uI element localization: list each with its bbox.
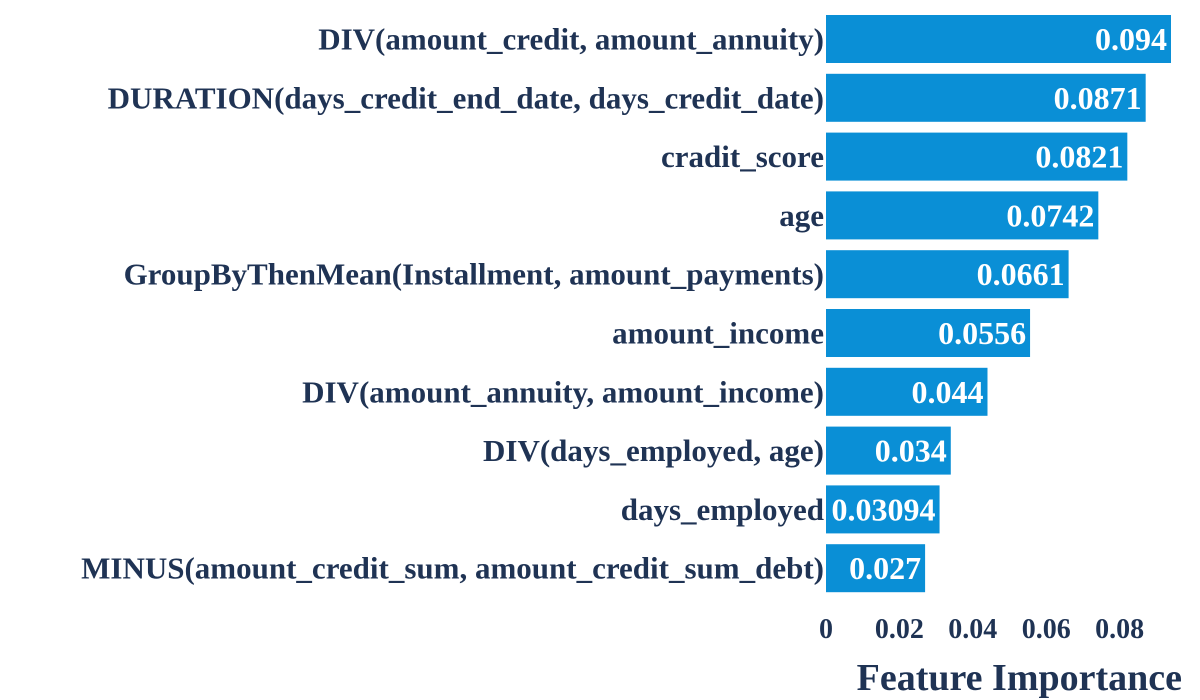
x-tick-label-0: 0 <box>819 614 833 645</box>
bar-0 <box>826 15 1171 63</box>
category-labels-group: DIV(amount_credit, amount_annuity) DURATI… <box>81 22 824 586</box>
x-tick-labels-group: 0 0.02 0.04 0.06 0.08 <box>819 614 1144 645</box>
category-label-6: DIV(amount_annuity, amount_income) <box>302 374 824 409</box>
value-label-1: 0.0871 <box>1054 80 1142 116</box>
value-label-5: 0.0556 <box>938 315 1026 351</box>
bar-2 <box>826 132 1128 181</box>
x-tick-label-4: 0.08 <box>1095 614 1144 645</box>
x-tick-label-3: 0.06 <box>1022 614 1071 645</box>
bar-5 <box>826 309 1031 357</box>
value-label-2: 0.0821 <box>1035 139 1123 175</box>
x-tick-label-1: 0.02 <box>875 614 924 645</box>
x-tick-label-2: 0.04 <box>948 614 997 645</box>
category-label-9: MINUS(amount_credit_sum, amount_credit_s… <box>81 551 824 586</box>
category-label-1: DURATION(days_credit_end_date, days_cred… <box>108 80 824 115</box>
bar-4 <box>826 250 1069 299</box>
bar-9 <box>826 544 926 593</box>
category-label-0: DIV(amount_credit, amount_annuity) <box>318 22 824 57</box>
bar-8 <box>826 485 940 534</box>
category-label-8: days_employed <box>621 492 824 527</box>
category-label-5: amount_income <box>612 316 824 351</box>
category-label-3: age <box>779 198 824 233</box>
x-axis-title: Feature Importance <box>857 657 1182 699</box>
value-label-8: 0.03094 <box>832 491 936 527</box>
value-label-9: 0.027 <box>849 550 921 586</box>
bar-1 <box>826 73 1146 122</box>
bars-group <box>826 15 1171 593</box>
value-label-6: 0.044 <box>911 374 983 410</box>
value-labels-group: 0.094 0.0871 0.0821 0.0742 0.0661 0.0556 0.044… <box>832 21 1167 586</box>
value-label-3: 0.0742 <box>1006 197 1094 233</box>
value-label-4: 0.0661 <box>977 256 1065 292</box>
value-label-0: 0.094 <box>1095 21 1167 57</box>
category-label-4: GroupByThenMean(Installment, amount_paym… <box>124 257 824 292</box>
bar-3 <box>826 191 1099 240</box>
value-label-7: 0.034 <box>875 433 947 469</box>
bar-6 <box>826 367 988 416</box>
category-label-2: cradit_score <box>661 139 824 174</box>
bar-7 <box>826 426 951 475</box>
category-label-7: DIV(days_employed, age) <box>483 433 824 468</box>
